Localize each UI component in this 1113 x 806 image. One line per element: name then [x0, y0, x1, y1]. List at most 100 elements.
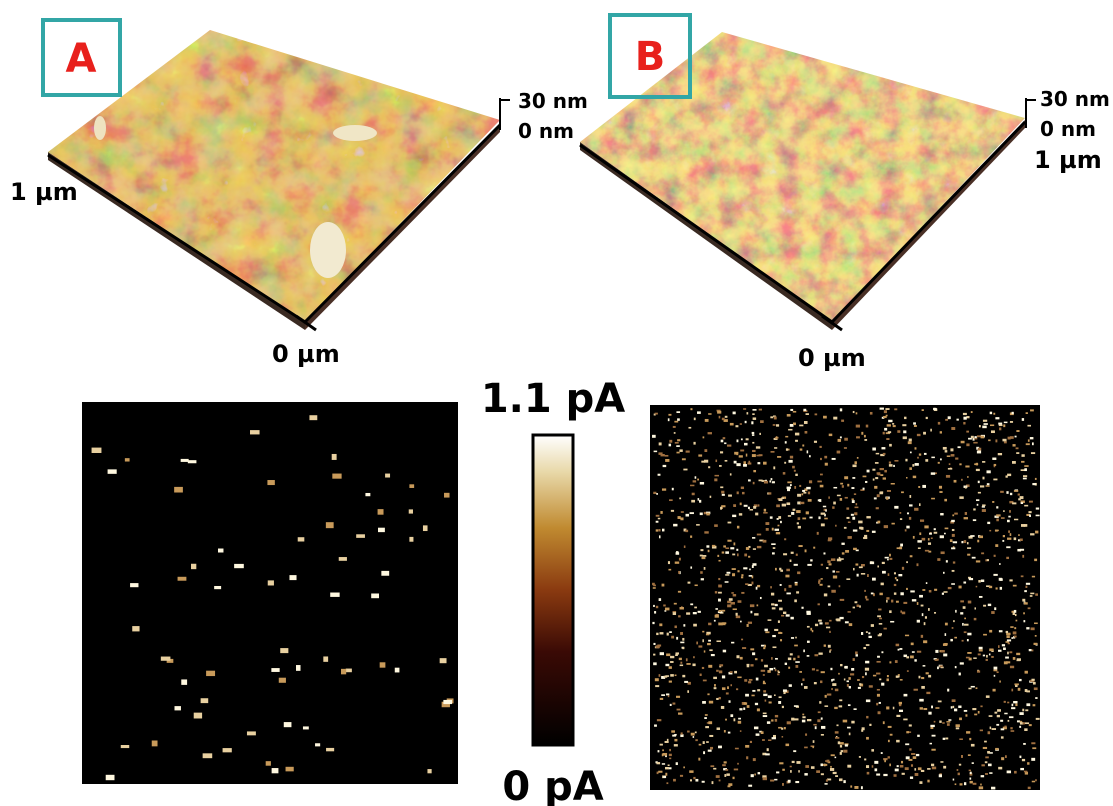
- current-spot: [964, 710, 967, 712]
- current-spot: [695, 731, 697, 733]
- current-spot: [867, 772, 870, 775]
- current-spot: [847, 727, 851, 729]
- current-spot: [909, 517, 911, 520]
- current-spot: [887, 559, 889, 561]
- current-spot: [332, 474, 341, 479]
- current-spot: [725, 460, 728, 462]
- current-spot: [718, 585, 722, 588]
- current-spot: [909, 439, 912, 442]
- current-spot: [1006, 635, 1009, 638]
- current-spot: [844, 476, 848, 479]
- current-spot: [841, 750, 844, 752]
- current-spot: [745, 694, 749, 697]
- current-spot: [915, 773, 919, 776]
- current-spot: [870, 561, 874, 564]
- current-spot: [909, 495, 911, 498]
- current-spot: [877, 656, 880, 658]
- current-spot: [984, 741, 987, 743]
- current-spot: [760, 420, 764, 423]
- current-spot: [1015, 436, 1017, 438]
- current-spot: [807, 564, 811, 566]
- current-spot: [752, 450, 755, 452]
- current-spot: [964, 631, 967, 633]
- current-spot: [959, 496, 963, 499]
- current-spot: [1025, 689, 1028, 692]
- current-spot: [693, 612, 697, 614]
- current-spot: [836, 571, 840, 573]
- current-spot: [995, 530, 999, 532]
- current-spot: [881, 683, 884, 686]
- current-spot: [768, 695, 772, 698]
- current-spot: [662, 529, 664, 532]
- current-spot: [928, 542, 931, 544]
- current-spot: [731, 592, 733, 594]
- current-spot: [656, 515, 660, 517]
- current-spot: [897, 765, 899, 767]
- current-spot: [658, 750, 660, 752]
- panel-label: B: [635, 34, 666, 80]
- current-spot: [806, 611, 810, 614]
- current-spot: [754, 727, 758, 730]
- current-spot: [905, 767, 909, 770]
- current-spot: [840, 498, 842, 501]
- current-spot: [869, 724, 871, 726]
- current-spot: [821, 763, 824, 766]
- current-spot: [121, 745, 129, 748]
- current-spot: [807, 450, 809, 453]
- current-spot: [745, 745, 749, 748]
- current-spot: [752, 652, 755, 655]
- current-spot: [791, 552, 794, 554]
- current-spot: [732, 515, 736, 517]
- current-spot: [982, 461, 985, 463]
- current-spot: [934, 589, 937, 591]
- current-spot: [744, 505, 748, 507]
- current-spot: [930, 743, 932, 745]
- current-spot: [879, 623, 882, 625]
- current-spot: [885, 557, 889, 559]
- current-spot: [848, 611, 851, 613]
- current-spot: [653, 654, 655, 656]
- current-spot: [821, 578, 823, 580]
- current-spot: [979, 786, 983, 789]
- current-spot: [894, 572, 896, 574]
- current-spot: [900, 679, 903, 681]
- current-spot: [786, 593, 790, 595]
- current-spot: [775, 658, 778, 660]
- current-spot: [913, 476, 916, 479]
- current-spot: [849, 623, 852, 626]
- current-spot: [738, 718, 741, 720]
- current-spot: [892, 423, 894, 425]
- current-spot: [679, 497, 681, 499]
- current-spot: [818, 653, 822, 655]
- current-spot: [910, 776, 913, 778]
- current-spot: [1012, 704, 1014, 707]
- current-spot: [201, 698, 209, 703]
- current-spot: [948, 416, 951, 419]
- current-spot: [788, 658, 791, 661]
- current-spot: [835, 775, 838, 777]
- current-spot: [835, 737, 839, 739]
- current-spot: [791, 512, 794, 515]
- current-spot: [792, 466, 795, 469]
- current-spot: [922, 538, 926, 541]
- current-spot: [851, 668, 854, 671]
- current-spot: [804, 773, 807, 775]
- current-spot: [930, 429, 932, 432]
- current-spot: [761, 670, 765, 672]
- current-spot: [943, 766, 946, 769]
- current-spot: [998, 645, 1000, 648]
- current-spot: [726, 773, 729, 775]
- current-spot: [856, 654, 858, 656]
- current-spot: [809, 480, 812, 483]
- current-spot: [807, 719, 811, 721]
- current-spot: [955, 783, 957, 785]
- current-spot: [911, 753, 915, 755]
- current-spot: [794, 718, 798, 720]
- current-spot: [1014, 636, 1017, 638]
- current-spot: [1034, 559, 1037, 561]
- current-spot: [887, 490, 891, 492]
- current-spot: [880, 468, 884, 470]
- current-spot: [915, 447, 917, 449]
- current-spot: [663, 604, 665, 606]
- current-spot: [989, 630, 992, 633]
